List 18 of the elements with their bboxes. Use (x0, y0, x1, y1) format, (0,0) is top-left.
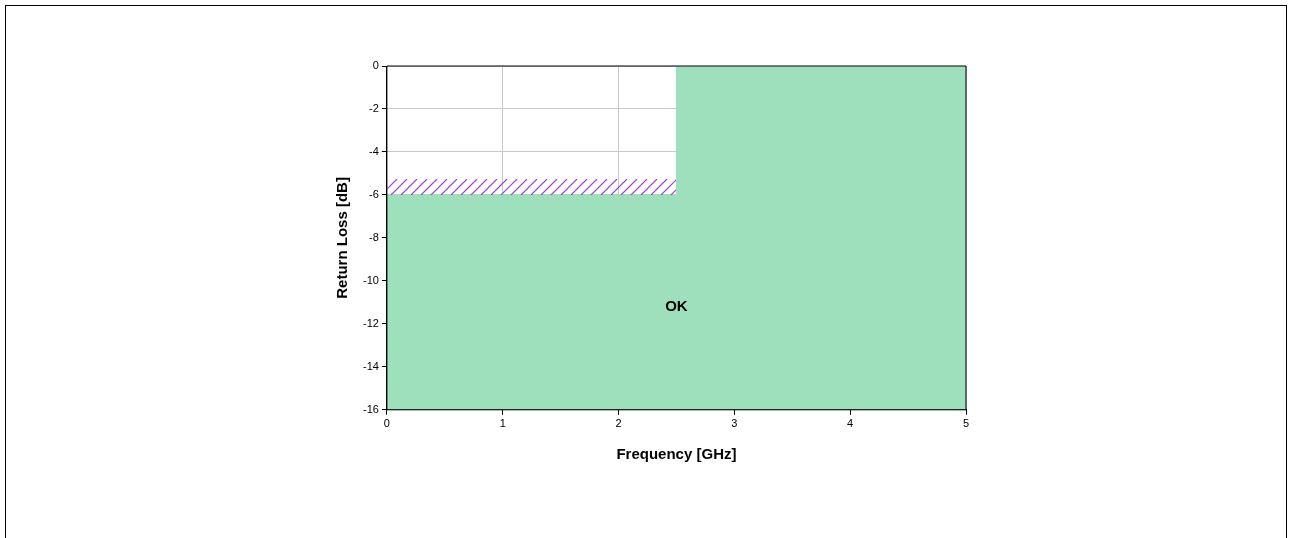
y-tick-label: -10 (362, 273, 379, 286)
x-tick-label: 3 (731, 417, 738, 430)
y-tick-label: -16 (362, 402, 379, 415)
y-tick-label: -8 (369, 230, 379, 243)
y-tick-label: -6 (369, 187, 379, 200)
x-tick-label: 2 (615, 417, 622, 430)
x-tick-label: 5 (962, 417, 970, 430)
annotation: OK (665, 296, 688, 314)
y-axis-title: Return Loss [dB] (333, 177, 351, 299)
x-tick-label: 4 (847, 417, 854, 430)
y-tick-label: -12 (362, 316, 379, 329)
y-tick-label: -14 (362, 359, 379, 372)
x-axis-title: Frequency [GHz] (616, 445, 737, 463)
x-tick-label: 0 (383, 417, 390, 430)
y-tick-label: -4 (369, 144, 379, 157)
y-tick-label: -2 (369, 102, 379, 115)
y-tick-label: 0 (372, 59, 379, 72)
x-tick-label: 1 (499, 417, 506, 430)
